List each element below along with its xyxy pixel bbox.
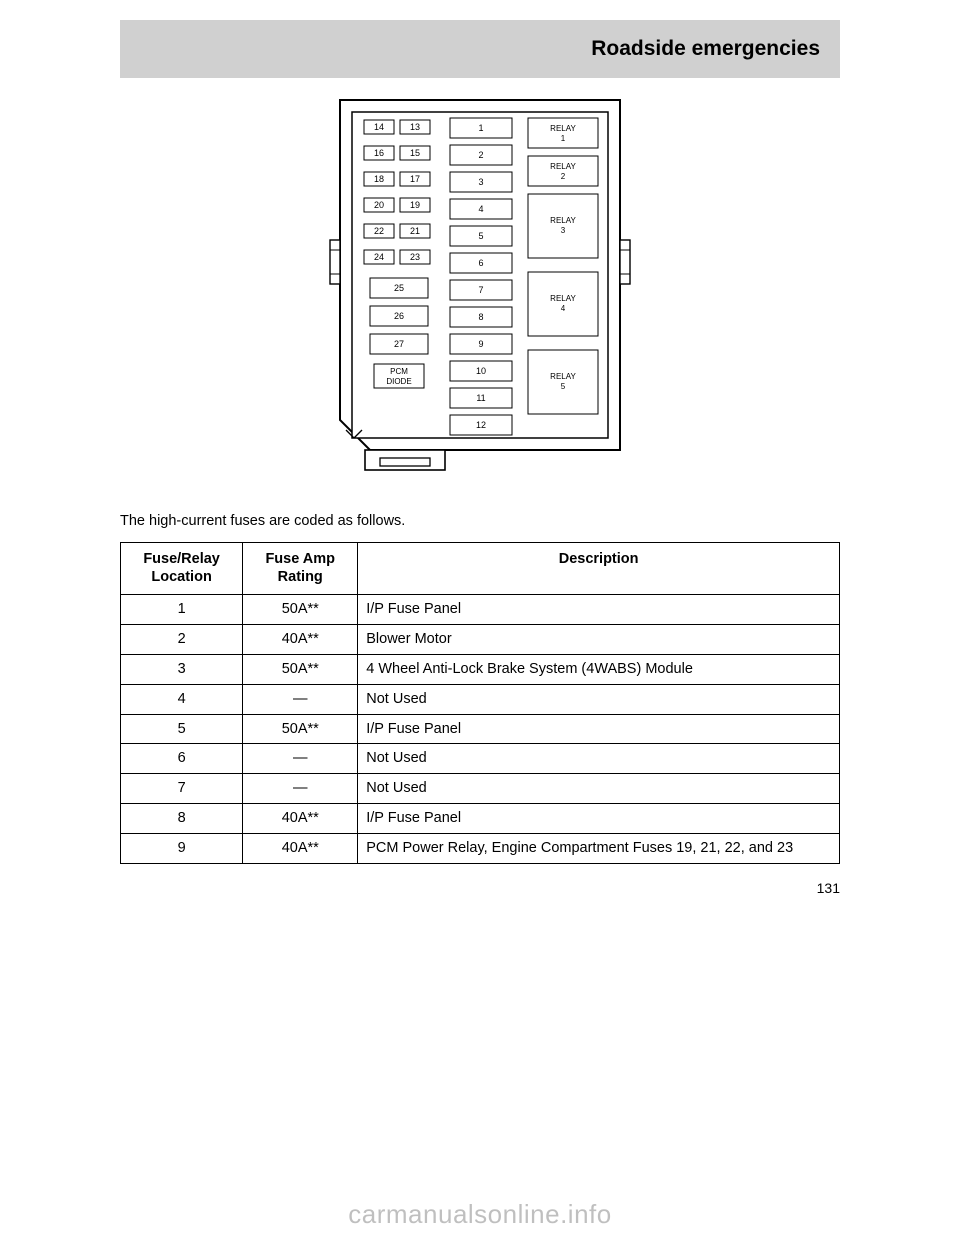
fuse-label: 24 — [374, 252, 384, 262]
table-caption: The high-current fuses are coded as foll… — [120, 512, 840, 532]
page-section-title: Roadside emergencies — [591, 37, 820, 61]
fuse-label: 22 — [374, 226, 384, 236]
cell-rating: 40A** — [243, 625, 358, 655]
table-row: 8 40A** I/P Fuse Panel — [121, 804, 840, 834]
cell-description: Not Used — [358, 744, 840, 774]
cell-description: I/P Fuse Panel — [358, 714, 840, 744]
fuse-label: 6 — [478, 258, 483, 268]
fuse-label: 16 — [374, 148, 384, 158]
fuse-label: 4 — [478, 204, 483, 214]
cell-location: 9 — [121, 834, 243, 864]
table-row: 3 50A** 4 Wheel Anti-Lock Brake System (… — [121, 654, 840, 684]
table-row: 5 50A** I/P Fuse Panel — [121, 714, 840, 744]
cell-location: 8 — [121, 804, 243, 834]
relay-label: RELAY — [550, 216, 576, 225]
header-bar: Roadside emergencies — [120, 20, 840, 78]
cell-rating: 50A** — [243, 595, 358, 625]
cell-location: 3 — [121, 654, 243, 684]
fuse-label: 7 — [478, 285, 483, 295]
table-row: 6 — Not Used — [121, 744, 840, 774]
fuse-label: 27 — [394, 339, 404, 349]
fuse-label: 21 — [410, 226, 420, 236]
cell-rating: 40A** — [243, 804, 358, 834]
table-row: 9 40A** PCM Power Relay, Engine Compartm… — [121, 834, 840, 864]
fuse-label: 26 — [394, 311, 404, 321]
cell-location: 4 — [121, 684, 243, 714]
relay-label: RELAY — [550, 294, 576, 303]
relay-label: RELAY — [550, 162, 576, 171]
fuse-label: 25 — [394, 283, 404, 293]
fuse-label: 20 — [374, 200, 384, 210]
fuse-label: 12 — [476, 420, 486, 430]
page-number: 131 — [120, 880, 840, 896]
cell-description: 4 Wheel Anti-Lock Brake System (4WABS) M… — [358, 654, 840, 684]
pcm-label: DIODE — [386, 377, 411, 386]
fuse-label: 2 — [478, 150, 483, 160]
relay-num: 4 — [561, 304, 566, 313]
table-row: 7 — Not Used — [121, 774, 840, 804]
cell-location: 5 — [121, 714, 243, 744]
fuse-box-diagram: 14 13 16 15 18 17 20 19 22 — [120, 90, 840, 490]
fuse-label: 18 — [374, 174, 384, 184]
cell-location: 2 — [121, 625, 243, 655]
fuse-box-svg: 14 13 16 15 18 17 20 19 22 — [310, 90, 650, 490]
cell-description: Blower Motor — [358, 625, 840, 655]
cell-description: Not Used — [358, 774, 840, 804]
fuse-label: 5 — [478, 231, 483, 241]
col-header-location: Fuse/RelayLocation — [121, 542, 243, 595]
relay-num: 2 — [561, 172, 566, 181]
fuse-label: 19 — [410, 200, 420, 210]
col-header-description: Description — [358, 542, 840, 595]
fuse-label: 8 — [478, 312, 483, 322]
relay-label: RELAY — [550, 372, 576, 381]
cell-rating: — — [243, 744, 358, 774]
fuse-label: 17 — [410, 174, 420, 184]
pcm-label: PCM — [390, 367, 408, 376]
col-header-rating: Fuse AmpRating — [243, 542, 358, 595]
table-row: 1 50A** I/P Fuse Panel — [121, 595, 840, 625]
cell-location: 6 — [121, 744, 243, 774]
fuse-table: Fuse/RelayLocation Fuse AmpRating Descri… — [120, 542, 840, 864]
fuse-label: 1 — [478, 123, 483, 133]
table-row: 2 40A** Blower Motor — [121, 625, 840, 655]
fuse-label: 23 — [410, 252, 420, 262]
fuse-label: 13 — [410, 122, 420, 132]
cell-rating: 50A** — [243, 714, 358, 744]
cell-rating: — — [243, 684, 358, 714]
fuse-label: 3 — [478, 177, 483, 187]
cell-description: PCM Power Relay, Engine Compartment Fuse… — [358, 834, 840, 864]
fuse-label: 15 — [410, 148, 420, 158]
relay-label: RELAY — [550, 124, 576, 133]
cell-description: I/P Fuse Panel — [358, 804, 840, 834]
fuse-label: 11 — [476, 393, 485, 403]
relay-num: 3 — [561, 226, 566, 235]
cell-rating: 40A** — [243, 834, 358, 864]
relay-num: 1 — [561, 134, 566, 143]
cell-location: 7 — [121, 774, 243, 804]
cell-rating: 50A** — [243, 654, 358, 684]
table-row: 4 — Not Used — [121, 684, 840, 714]
cell-description: Not Used — [358, 684, 840, 714]
fuse-label: 10 — [476, 366, 486, 376]
cell-rating: — — [243, 774, 358, 804]
cell-location: 1 — [121, 595, 243, 625]
relay-num: 5 — [561, 382, 566, 391]
fuse-label: 9 — [478, 339, 483, 349]
cell-description: I/P Fuse Panel — [358, 595, 840, 625]
watermark: carmanualsonline.info — [0, 1199, 960, 1230]
fuse-label: 14 — [374, 122, 384, 132]
